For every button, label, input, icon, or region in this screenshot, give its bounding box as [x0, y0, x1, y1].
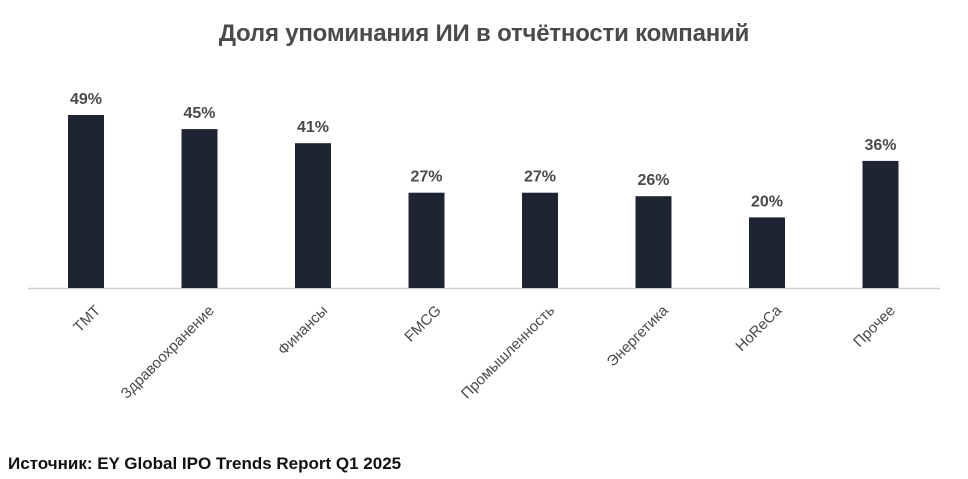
- category-label-1: Здравоохранение: [118, 302, 218, 402]
- bar-7: [862, 160, 899, 288]
- category-label-5: Энергетика: [604, 302, 673, 371]
- value-label-7: 36%: [864, 137, 896, 154]
- value-label-3: 27%: [410, 169, 442, 186]
- category-label-6: HoReCa: [732, 302, 785, 355]
- value-labels-group: 49% 45% 41% 27% 27% 26% 20% 36%: [70, 91, 897, 210]
- bar-2: [295, 143, 331, 288]
- category-label-4: Промышленность: [458, 302, 558, 402]
- category-label-7: Прочее: [850, 302, 899, 351]
- chart-title: Доля упоминания ИИ в отчётности компаний: [218, 20, 750, 47]
- value-label-0: 49%: [70, 91, 102, 108]
- value-label-1: 45%: [183, 105, 215, 122]
- value-label-5: 26%: [637, 172, 669, 189]
- bar-6: [749, 217, 785, 288]
- category-labels-group: TMT Здравоохранение Финансы FMCG Промышленно…: [70, 302, 898, 403]
- bars-group: [68, 115, 899, 288]
- bar-3: [408, 192, 445, 288]
- bar-0: [68, 115, 104, 288]
- value-label-4: 27%: [524, 169, 556, 186]
- category-label-0: TMT: [70, 302, 104, 336]
- value-label-6: 20%: [751, 193, 783, 210]
- source-note: Источник: EY Global IPO Trends Report Q1…: [8, 454, 402, 473]
- category-label-3: FMCG: [401, 302, 444, 345]
- category-label-2: Финансы: [275, 302, 332, 359]
- value-label-2: 41%: [297, 119, 329, 136]
- bar-1: [181, 129, 218, 288]
- bar-4: [522, 192, 558, 288]
- bar-5: [635, 196, 672, 288]
